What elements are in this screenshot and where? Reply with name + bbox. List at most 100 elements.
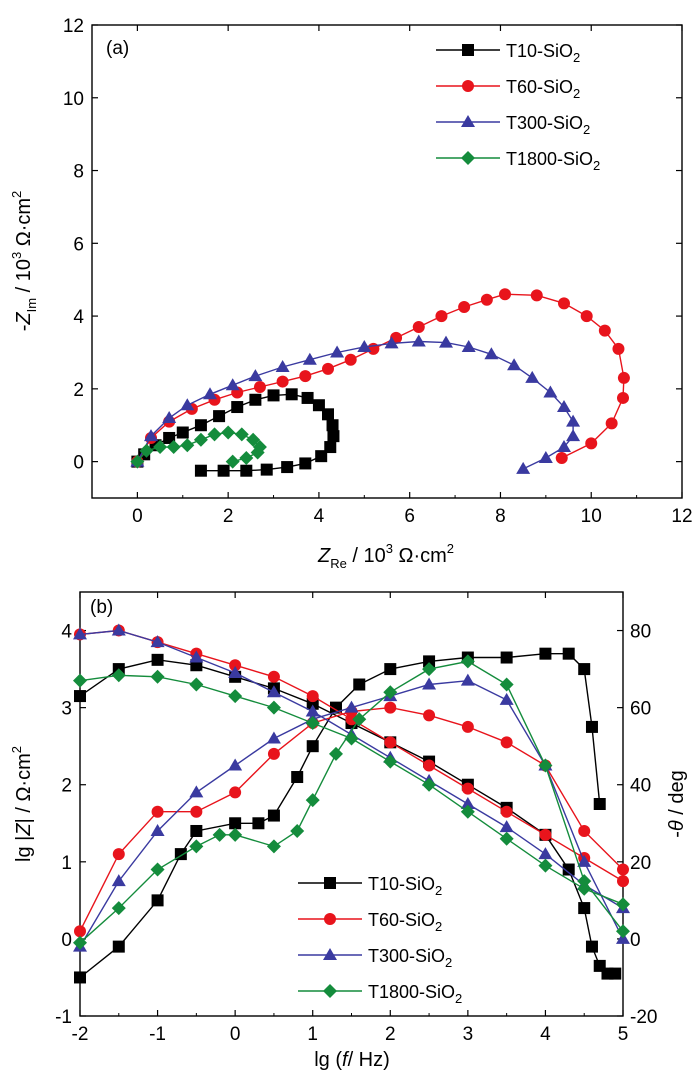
data-point [267,389,280,402]
panel-a-y-axis-label: -ZIm / 103 Ω·cm2 [9,191,39,332]
data-point [193,432,208,447]
panel-b-legend: T10-SiO2 T60-SiO2 T300-SiO2 T1800-SiO2 [298,874,462,1006]
legend-marker [462,80,474,92]
data-point [194,419,207,432]
data-point [578,663,591,676]
data-point [344,353,357,366]
data-point [111,623,126,636]
data-point [461,340,476,353]
x-tick-label: 5 [618,1024,629,1045]
data-point [460,804,475,819]
y-tick-label: 10 [63,89,84,110]
data-point [435,310,448,323]
legend-marker [462,44,474,56]
legend-label: T60-SiO2 [368,910,442,934]
data-point [617,875,629,888]
data-point [585,720,598,733]
legend-marker [323,948,337,960]
data-point [221,425,236,440]
x-tick-label: 0 [132,506,143,527]
y-tick-label: 8 [73,162,84,183]
data-point [423,759,436,772]
data-point [130,454,145,469]
data-point [461,720,474,733]
legend-label: T10-SiO2 [506,41,580,65]
data-point [111,668,126,683]
data-point [203,387,217,400]
legend-item-t10-sio2: T10-SiO2 [436,41,580,65]
data-point [228,665,243,678]
data-point [460,654,475,669]
legend-label: T10-SiO2 [368,874,442,898]
data-point [228,689,243,704]
data-point [150,669,165,684]
panel-a-legend: T10-SiO2 T60-SiO2 T300-SiO2 T1800-SiO2 [436,41,600,173]
data-point [228,827,243,842]
data-point [252,440,267,455]
data-point [578,902,591,915]
series-line [136,293,625,462]
data-point [260,463,273,476]
data-point [461,782,474,795]
data-point [111,901,126,916]
legend-item-t300-sio2: T300-SiO2 [298,946,452,970]
data-point [267,670,280,683]
data-point [538,758,553,773]
x-tick-label: 6 [404,506,415,527]
data-point [384,336,399,349]
data-point [580,310,593,323]
data-point [352,712,367,727]
data-point [585,940,598,953]
data-point [73,935,87,950]
data-point [500,651,513,664]
data-point [306,690,319,703]
series-line [79,660,624,944]
data-point [194,464,207,477]
data-point [578,824,591,837]
data-point [499,692,514,705]
y-tick-label: 0 [61,930,72,951]
data-point [112,848,125,861]
data-point [144,429,158,442]
series-t300-sio2 [130,334,581,474]
data-point [302,352,317,365]
data-point [411,334,426,347]
data-point [228,758,243,771]
data-point [525,370,540,383]
data-point [617,863,629,876]
data-point [253,381,266,394]
y-tick-label: 4 [73,307,84,328]
data-point [248,369,263,382]
data-point [324,441,337,454]
data-point [344,700,359,713]
data-point [539,647,552,660]
panel-a-frame [91,24,683,499]
data-point [555,451,568,464]
series-t10-sio2 [131,388,340,477]
data-point [558,297,570,310]
data-point [566,414,581,427]
legend-marker [324,913,336,925]
panel-a-ticks: 0 2 4 6 8 10 12 0 2 4 6 8 10 12 [63,16,693,527]
data-point [153,440,168,455]
data-point [458,300,471,313]
data-point [312,399,325,412]
data-point [538,847,553,860]
data-point [139,443,154,458]
data-point [266,685,281,698]
y2-tick-label: 0 [630,930,641,951]
data-point [189,839,204,854]
data-point [301,391,314,404]
data-point [327,430,340,443]
data-point [285,388,298,401]
panel-b-x-axis-label: lg (f/ Hz) [314,1049,390,1071]
x-tick-label: 2 [223,506,234,527]
data-point [598,324,611,337]
series-line [79,629,624,882]
legend-item-t300-sio2: T300-SiO2 [436,113,590,137]
legend-label: T300-SiO2 [368,946,452,970]
data-point [593,798,606,810]
y-tick-label: 3 [61,699,72,720]
data-point [229,786,242,799]
